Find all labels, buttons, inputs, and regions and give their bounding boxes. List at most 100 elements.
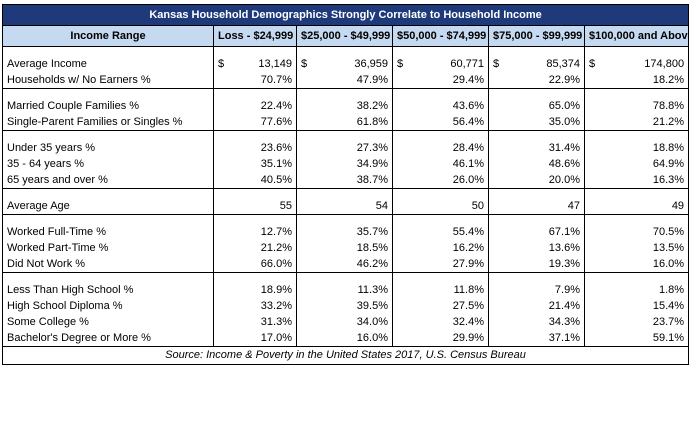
row-label: 35 - 64 years % <box>2 156 214 172</box>
header-col-1: Loss - $24,999 <box>213 25 297 47</box>
currency-symbol: $ <box>397 58 404 70</box>
table-row: Bachelor's Degree or More % 17.0% 16.0% 29.… <box>2 330 690 347</box>
value-cell: 47.9% <box>296 72 393 89</box>
currency-value: $60,771 <box>397 56 484 72</box>
group-spacer <box>2 46 690 56</box>
spacer-cell <box>392 46 489 56</box>
currency-symbol: $ <box>589 58 596 70</box>
value-cell: 29.4% <box>392 72 489 89</box>
value-cell: 1.8% <box>583 282 690 298</box>
value-cell: 48.6% <box>488 156 585 172</box>
currency-amount: 13,149 <box>258 58 292 70</box>
spacer-cell <box>296 272 393 282</box>
table-row: Average Age 55 54 50 47 49 <box>2 198 690 215</box>
currency-cell: $36,959 <box>296 56 393 72</box>
value-cell: 59.1% <box>583 330 690 347</box>
value-cell: 77.6% <box>213 114 297 131</box>
value-cell: 54 <box>296 198 393 215</box>
row-label: Average Income <box>2 56 214 72</box>
value-cell: 26.0% <box>392 172 489 189</box>
value-cell: 35.7% <box>296 224 393 240</box>
currency-symbol: $ <box>493 58 500 70</box>
value-cell: 33.2% <box>213 298 297 314</box>
spacer-cell <box>2 88 214 98</box>
value-cell: 56.4% <box>392 114 489 131</box>
spacer-cell <box>2 272 214 282</box>
group-spacer <box>2 214 690 224</box>
currency-value: $174,800 <box>589 56 684 72</box>
value-cell: 23.6% <box>213 140 297 156</box>
spacer-cell <box>213 272 297 282</box>
value-cell: 39.5% <box>296 298 393 314</box>
spacer-cell <box>296 46 393 56</box>
value-cell: 27.5% <box>392 298 489 314</box>
value-cell: 31.4% <box>488 140 585 156</box>
table-row: High School Diploma % 33.2% 39.5% 27.5% 21.4… <box>2 298 690 314</box>
spacer-cell <box>488 46 585 56</box>
spacer-cell <box>296 130 393 140</box>
header-col-4: $75,000 - $99,999 <box>488 25 585 47</box>
value-cell: 31.3% <box>213 314 297 330</box>
spacer-cell <box>392 214 489 224</box>
value-cell: 28.4% <box>392 140 489 156</box>
value-cell: 64.9% <box>583 156 690 172</box>
value-cell: 35.1% <box>213 156 297 172</box>
currency-value: $13,149 <box>218 56 292 72</box>
spacer-cell <box>213 214 297 224</box>
row-label: Some College % <box>2 314 214 330</box>
value-cell: 13.6% <box>488 240 585 256</box>
demographics-table-container: Kansas Household Demographics Strongly C… <box>1 4 690 365</box>
value-cell: 11.3% <box>296 282 393 298</box>
group-spacer <box>2 188 690 198</box>
table-row: Households w/ No Earners % 70.7% 47.9% 29.4… <box>2 72 690 89</box>
value-cell: 23.7% <box>583 314 690 330</box>
value-cell: 50 <box>392 198 489 215</box>
value-cell: 55.4% <box>392 224 489 240</box>
spacer-cell <box>583 214 690 224</box>
table-row: 65 years and over % 40.5% 38.7% 26.0% 20.0% 1… <box>2 172 690 189</box>
spacer-cell <box>583 188 690 198</box>
row-label: Bachelor's Degree or More % <box>2 330 214 347</box>
value-cell: 67.1% <box>488 224 585 240</box>
value-cell: 47 <box>488 198 585 215</box>
spacer-cell <box>213 46 297 56</box>
currency-amount: 174,800 <box>644 58 685 70</box>
spacer-cell <box>296 88 393 98</box>
spacer-cell <box>392 188 489 198</box>
value-cell: 32.4% <box>392 314 489 330</box>
spacer-cell <box>583 46 690 56</box>
spacer-cell <box>213 188 297 198</box>
value-cell: 66.0% <box>213 256 297 273</box>
value-cell: 16.2% <box>392 240 489 256</box>
value-cell: 22.4% <box>213 98 297 114</box>
row-label: Less Than High School % <box>2 282 214 298</box>
value-cell: 18.8% <box>583 140 690 156</box>
table-row: 35 - 64 years % 35.1% 34.9% 46.1% 48.6% 64.9% <box>2 156 690 172</box>
table-row: Worked Full-Time % 12.7% 35.7% 55.4% 67.1% 70… <box>2 224 690 240</box>
value-cell: 40.5% <box>213 172 297 189</box>
value-cell: 34.3% <box>488 314 585 330</box>
value-cell: 27.9% <box>392 256 489 273</box>
spacer-cell <box>2 130 214 140</box>
value-cell: 21.4% <box>488 298 585 314</box>
table-row: Did Not Work % 66.0% 46.2% 27.9% 19.3% 16.0% <box>2 256 690 273</box>
value-cell: 20.0% <box>488 172 585 189</box>
value-cell: 65.0% <box>488 98 585 114</box>
group-spacer <box>2 272 690 282</box>
value-cell: 21.2% <box>583 114 690 131</box>
spacer-cell <box>296 214 393 224</box>
spacer-cell <box>583 130 690 140</box>
currency-value: $85,374 <box>493 56 580 72</box>
group-spacer <box>2 88 690 98</box>
table-row: Average Income $13,149 $36,959 $60,771 $85,3… <box>2 56 690 72</box>
value-cell: 49 <box>583 198 690 215</box>
row-label: Married Couple Families % <box>2 98 214 114</box>
value-cell: 38.2% <box>296 98 393 114</box>
value-cell: 34.9% <box>296 156 393 172</box>
value-cell: 70.7% <box>213 72 297 89</box>
currency-cell: $13,149 <box>213 56 297 72</box>
row-label: 65 years and over % <box>2 172 214 189</box>
value-cell: 13.5% <box>583 240 690 256</box>
value-cell: 46.1% <box>392 156 489 172</box>
currency-symbol: $ <box>301 58 308 70</box>
